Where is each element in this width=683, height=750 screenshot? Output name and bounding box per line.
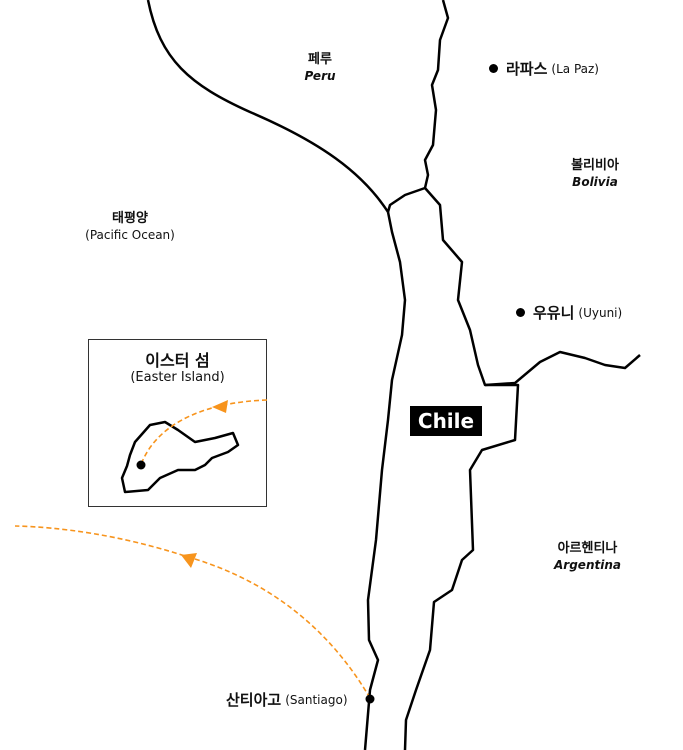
bolivia-argentina-border	[484, 350, 641, 387]
la-paz-dot	[489, 64, 498, 73]
city-la-paz: 라파스 (La Paz)	[489, 58, 599, 79]
label-bolivia-ko: 볼리비아	[571, 158, 619, 173]
city-uyuni-en: (Uyuni)	[578, 305, 623, 320]
easter-island-inset	[88, 339, 267, 507]
label-bolivia-en: Bolivia	[572, 175, 618, 189]
label-argentina-ko: 아르헨티나	[557, 541, 618, 556]
label-bolivia: 볼리비아 Bolivia	[560, 157, 630, 191]
city-la-paz-en: (La Paz)	[551, 61, 599, 76]
city-la-paz-ko: 라파스	[506, 60, 548, 78]
label-argentina: 아르헨티나 Argentina	[545, 540, 630, 574]
label-pacific-ocean-ko: 태평양	[112, 211, 148, 226]
label-peru-ko: 페루	[308, 52, 332, 67]
city-santiago-ko: 산티아고	[226, 691, 282, 709]
easter-island-outline	[120, 420, 240, 494]
chile-label: Chile	[410, 406, 482, 436]
peru-chile-border	[146, 0, 390, 213]
city-santiago-en: (Santiago)	[285, 692, 348, 707]
santiago-dot	[365, 694, 375, 704]
route-santiago	[14, 525, 371, 699]
city-santiago: 산티아고 (Santiago)	[226, 689, 348, 710]
chile-east-border	[403, 187, 520, 750]
label-peru: 페루 Peru	[290, 51, 350, 85]
chile-coastline	[363, 211, 407, 750]
easter-island-dot	[136, 460, 146, 470]
label-peru-en: Peru	[304, 69, 336, 83]
label-argentina-en: Argentina	[554, 558, 621, 572]
label-easter-island-ko: 이스터 섬	[145, 351, 210, 370]
arrow-head-icon	[181, 553, 197, 568]
city-uyuni-ko: 우유니	[533, 304, 575, 322]
city-uyuni: 우유니 (Uyuni)	[516, 302, 622, 323]
label-pacific-ocean: 태평양 (Pacific Ocean)	[80, 210, 180, 244]
label-pacific-ocean-en: (Pacific Ocean)	[85, 228, 175, 242]
label-easter-island: 이스터 섬 (Easter Island)	[88, 352, 267, 386]
peru-bolivia-border	[386, 0, 450, 213]
route-easter	[141, 399, 268, 463]
label-easter-island-en: (Easter Island)	[130, 370, 225, 385]
uyuni-dot	[516, 308, 525, 317]
arrow-head-icon	[212, 400, 228, 413]
